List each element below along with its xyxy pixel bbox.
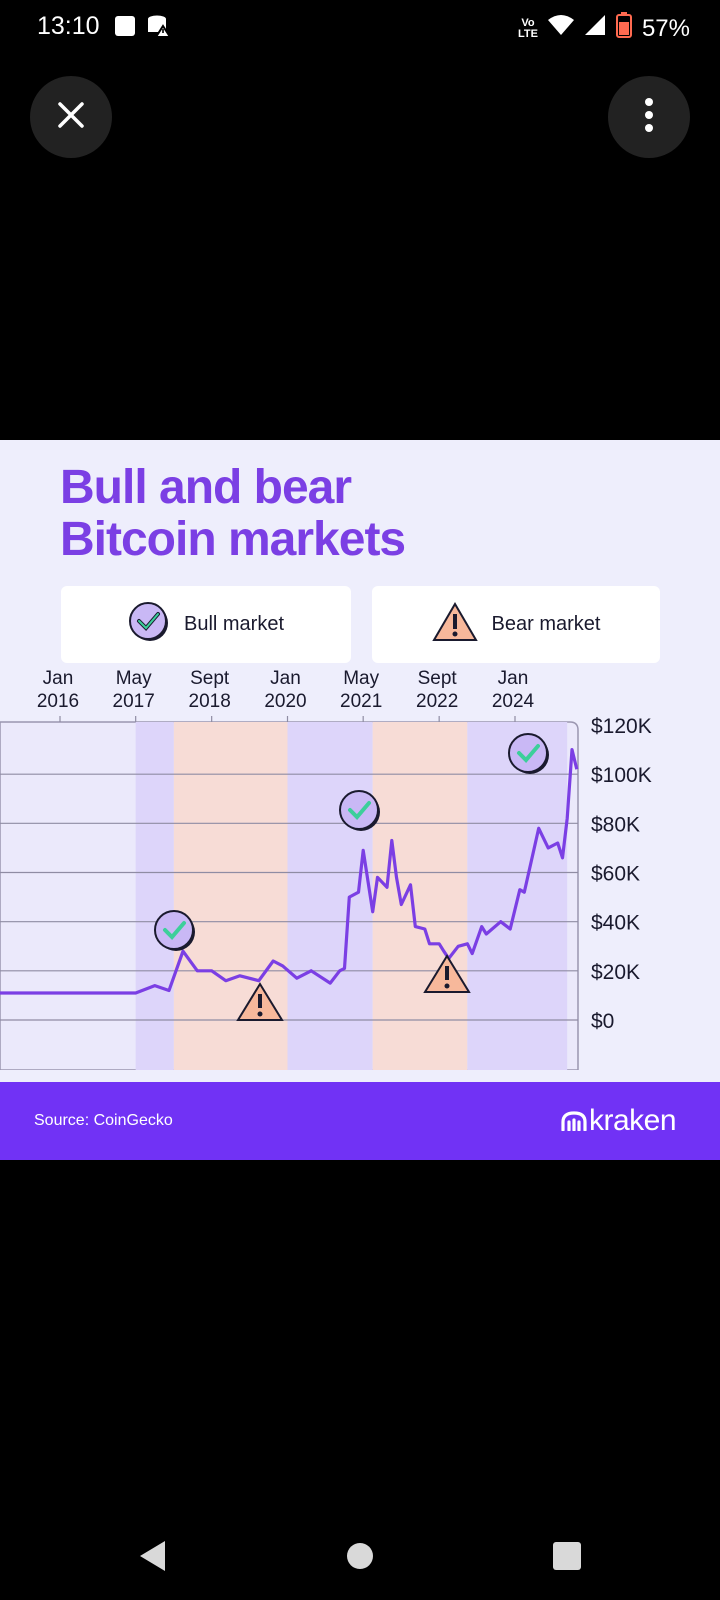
x-tick-label: Jan [270,670,301,689]
system-nav-bar [0,1520,720,1600]
close-icon [56,100,86,135]
bull-marker-icon [508,733,549,774]
battery-percent: 57% [641,14,690,42]
x-tick-label: May [343,670,379,689]
back-button[interactable] [132,1538,172,1578]
period-band-bull [287,722,373,1070]
database-warning-icon [146,14,172,43]
bull-marker-icon [154,910,195,951]
infographic-image[interactable]: Bull and bear Bitcoin markets Bull marke… [0,440,720,1160]
y-tick-label: $40K [591,912,640,935]
infographic-footer: Source: CoinGecko kraken [0,1082,720,1160]
bear-marker-icon [423,954,471,993]
x-tick-label: Sept [418,670,458,689]
legend-bull-label: Bull market [183,613,285,635]
legend-bear: Bear market [372,586,660,663]
kraken-logo-icon [561,1111,587,1131]
source-label: Source: CoinGecko [34,1112,173,1129]
legend-bear-label: Bear market [491,613,601,635]
warning-triangle-icon [431,601,478,648]
y-tick-label: $120K [591,715,652,738]
kraken-logo: kraken [561,1104,677,1138]
x-tick-label: 2021 [340,691,382,712]
y-tick-label: $60K [591,863,640,886]
y-tick-label: $0 [591,1010,614,1033]
legend-bull: Bull market [61,586,351,663]
back-triangle-icon [137,1539,167,1578]
x-tick-label: Sept [190,670,230,689]
x-tick-label: May [116,670,152,689]
x-tick-label: 2024 [492,691,535,712]
bear-marker-icon [236,982,284,1021]
home-circle-icon [345,1541,375,1576]
x-tick-label: Jan [43,670,74,689]
check-badge-icon [128,601,170,649]
y-tick-label: $80K [591,813,640,836]
recents-square-icon [552,1541,582,1576]
brand-name: kraken [588,1104,677,1137]
wifi-icon [547,14,574,43]
x-tick-label: 2018 [189,691,231,712]
status-time: 13:10 [37,12,100,40]
x-tick-label: 2020 [264,691,306,712]
period-band-bear [372,722,468,1070]
bitcoin-price-chart: $120K $100K $80K $60K $40K $20K $0 Jan 2016 May 20… [0,670,652,1070]
x-tick-label: 2016 [37,691,79,712]
title-line-2: Bitcoin markets [60,513,406,566]
period-band-bull [135,722,174,1070]
infographic-title: Bull and bear Bitcoin markets [60,462,660,566]
x-tick-label: 2022 [416,691,458,712]
battery-icon [615,12,632,45]
more-vertical-icon [644,97,654,138]
title-line-1: Bull and bear [60,461,352,514]
bull-marker-icon [339,790,380,831]
x-tick-label: Jan [498,670,529,689]
notification-square-icon [114,15,136,42]
y-tick-label: $100K [591,764,652,787]
close-button[interactable] [30,76,112,158]
cell-signal-icon [584,14,606,43]
price-line [0,748,579,995]
volte-icon: Vo LTE [517,16,538,40]
recents-button[interactable] [547,1538,587,1578]
y-tick-label: $20K [591,961,640,984]
status-bar: 13:10 Vo LTE 57% [0,0,720,54]
x-tick-label: 2017 [113,691,155,712]
home-button[interactable] [340,1538,380,1578]
more-options-button[interactable] [608,76,690,158]
